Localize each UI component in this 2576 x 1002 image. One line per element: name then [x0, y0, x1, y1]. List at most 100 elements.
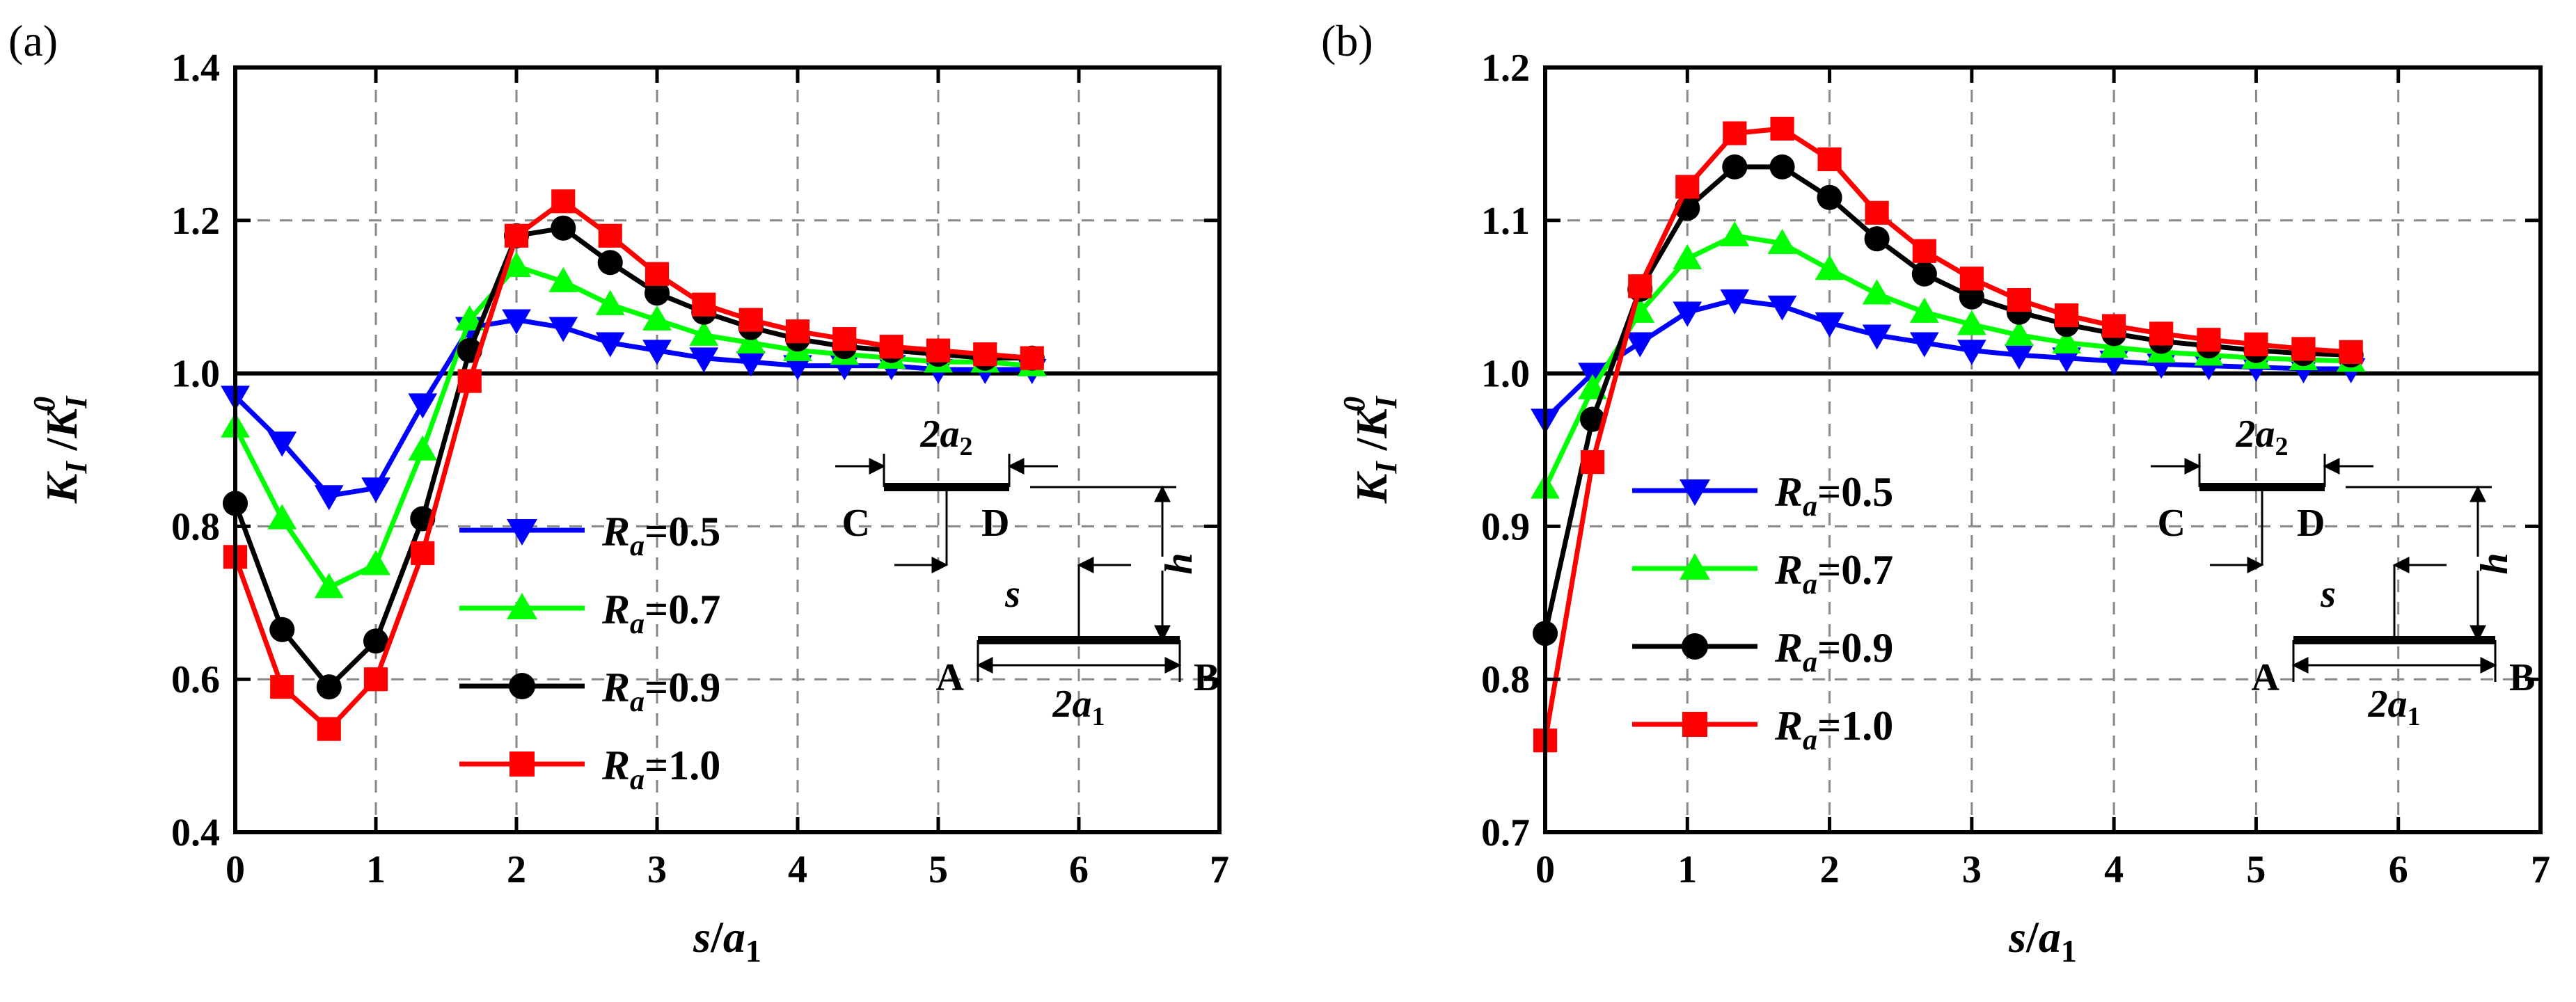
label-c: C	[2158, 502, 2186, 545]
label-a: A	[936, 656, 965, 699]
data-point	[2102, 314, 2126, 338]
data-point	[1722, 154, 1748, 180]
series-Ra=0.5	[221, 309, 1047, 511]
data-point	[736, 328, 766, 353]
y-tick-label: 1.2	[1481, 47, 1530, 90]
data-point	[2149, 321, 2174, 346]
data-point	[408, 393, 438, 419]
y-tick-label: 0.9	[1481, 505, 1530, 548]
data-point	[1675, 175, 1700, 199]
panel-a: (a) 0 1 2 3 4 5 6 7 0.4 0.6 0.8 1.0 1.2 1.4 s/a1 KI /KI0…	[8, 16, 1229, 969]
legend: Ra=0.5 Ra=0.7 Ra=0.9 Ra=1.0	[459, 509, 720, 796]
x-tick-label: 4	[2104, 848, 2124, 891]
series-Ra=0.9	[1532, 154, 2364, 646]
data-point	[642, 305, 672, 331]
data-point	[1625, 332, 1655, 358]
x-tick-label: 7	[1210, 848, 1229, 891]
data-point	[509, 673, 535, 699]
x-tick-label: 3	[647, 848, 667, 891]
data-point	[507, 519, 537, 546]
data-point	[502, 251, 531, 277]
x-tick-label: 6	[2389, 848, 2408, 891]
x-axis-label: s/a1	[693, 912, 761, 969]
data-point	[361, 477, 390, 503]
x-tick-label: 5	[929, 848, 948, 891]
data-point	[597, 250, 623, 276]
x-tick-label: 6	[1069, 848, 1089, 891]
data-point	[1680, 553, 1710, 580]
data-point	[1770, 116, 1794, 141]
data-point	[1862, 324, 1892, 350]
legend-label: Ra=0.7	[601, 587, 720, 640]
x-tick-label: 2	[1820, 848, 1840, 891]
data-point	[1864, 226, 1890, 252]
data-point	[314, 573, 344, 598]
data-point	[642, 340, 672, 365]
data-point	[645, 262, 670, 286]
label-b: B	[1194, 656, 1219, 699]
y-tick-label: 0.4	[171, 811, 220, 854]
top-length-label: 2a2	[2236, 413, 2289, 461]
crack-schematic: 2a2 C Ds h A B 2a1	[835, 413, 1219, 731]
data-point	[1769, 154, 1795, 180]
y-tick-label: 1.1	[1481, 200, 1530, 243]
legend-label: Ra=0.7	[1774, 547, 1893, 601]
label-d: D	[981, 502, 1009, 545]
plot-frame	[233, 65, 1222, 834]
data-point	[2055, 303, 2079, 328]
data-point	[1580, 450, 1605, 475]
legend-label: Ra=1.0	[601, 742, 720, 796]
data-point	[363, 667, 388, 692]
data-point	[2291, 337, 2316, 361]
x-tick-label: 5	[2246, 848, 2266, 891]
data-point	[1959, 284, 1984, 310]
data-point	[1959, 267, 1984, 291]
y-tick-label: 1.0	[171, 353, 220, 396]
y-tick-label: 1.4	[171, 47, 220, 90]
data-point	[363, 628, 389, 654]
x-tick-label: 1	[366, 848, 386, 891]
data-point	[879, 335, 903, 359]
series-line	[1542, 233, 2351, 489]
data-point	[455, 305, 484, 331]
legend-label: Ra=1.0	[1774, 703, 1893, 756]
legend-label: Ra=0.5	[601, 509, 720, 562]
data-point	[1909, 297, 1939, 323]
data-point	[689, 347, 719, 373]
data-point	[2339, 340, 2363, 364]
data-point	[1020, 346, 1044, 370]
data-point	[598, 223, 622, 248]
data-point	[1817, 147, 1842, 171]
data-point	[1579, 406, 1606, 432]
data-point	[1720, 221, 1750, 246]
data-point	[1865, 200, 1889, 225]
data-point	[507, 593, 537, 619]
data-point	[2007, 287, 2031, 312]
data-point	[267, 431, 297, 457]
bottom-length-label: 2a1	[1052, 683, 1105, 731]
x-tick-label: 0	[1535, 848, 1555, 891]
data-point	[736, 351, 766, 377]
data-point	[361, 550, 390, 575]
data-point	[502, 309, 531, 335]
data-point	[689, 320, 719, 346]
data-point	[2004, 320, 2034, 346]
data-point	[1767, 295, 1797, 321]
label-a: A	[2252, 656, 2280, 699]
data-point	[551, 189, 576, 214]
data-point	[504, 223, 529, 248]
bottom-length-label: 2a1	[2368, 683, 2421, 731]
y-tick-label: 1.0	[1481, 353, 1530, 396]
x-axis-label: s/a1	[2008, 912, 2077, 969]
series-Ra=1.0	[223, 189, 1044, 741]
data-point	[1815, 255, 1844, 280]
data-point	[644, 280, 670, 306]
data-point	[2052, 347, 2082, 373]
data-point	[1815, 312, 1844, 337]
y-tick-label: 0.8	[171, 505, 220, 548]
data-point	[973, 342, 997, 367]
series-Ra=1.0	[1533, 116, 2363, 753]
data-point	[1682, 633, 1708, 660]
data-point	[408, 435, 438, 461]
x-tick-label: 0	[226, 848, 245, 891]
